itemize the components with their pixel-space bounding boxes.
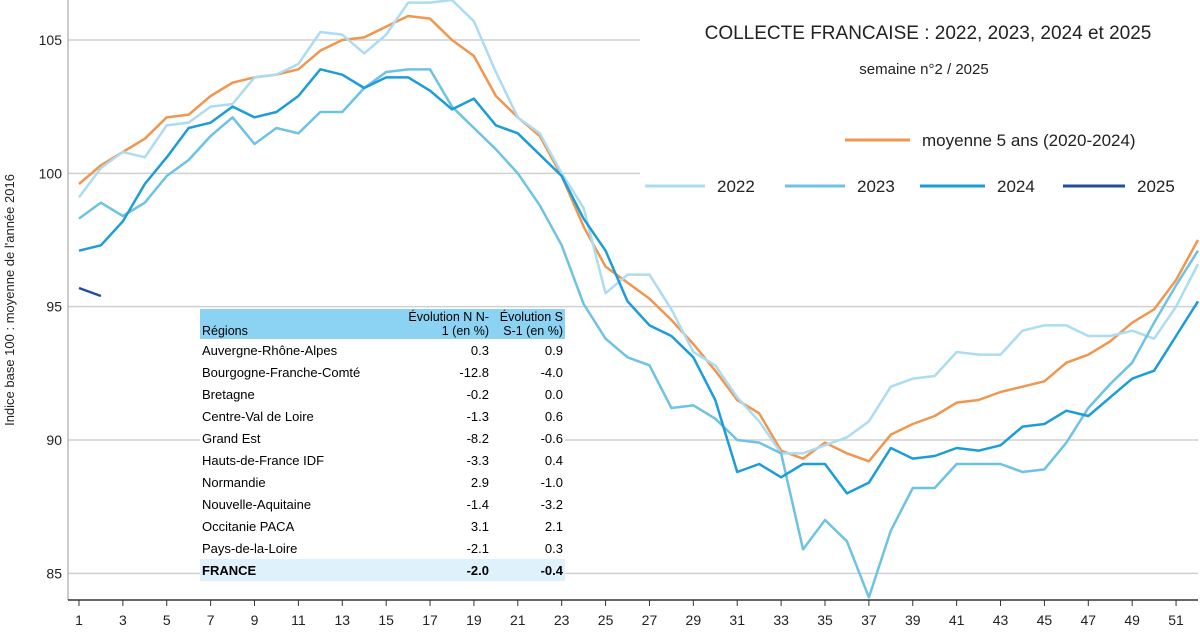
table-row: FRANCE -2.0 -0.4 xyxy=(200,559,565,581)
x-tick-label: 19 xyxy=(466,612,482,628)
x-tick-label: 15 xyxy=(378,612,394,628)
table-row: Nouvelle-Aquitaine -1.4 -3.2 xyxy=(200,493,565,515)
legend-background xyxy=(640,0,1200,205)
x-tick-label: 45 xyxy=(1037,612,1053,628)
table-cell: 0.3 xyxy=(544,540,563,556)
y-tick-label: 95 xyxy=(46,299,62,315)
table-cell: 0.0 xyxy=(544,386,563,402)
table-cell: 0.4 xyxy=(544,452,563,468)
table-cell: -3.2 xyxy=(540,496,563,512)
table-cell: 2.9 xyxy=(470,474,489,490)
y-axis-label: Indice base 100 : moyenne de l'année 201… xyxy=(2,174,17,426)
table-cell: Grand Est xyxy=(202,430,261,446)
table-cell: -0.2 xyxy=(466,386,489,402)
x-tick-label: 21 xyxy=(510,612,526,628)
y-tick-label: 85 xyxy=(46,565,62,581)
x-tick-label: 1 xyxy=(75,612,83,628)
table-cell: -0.6 xyxy=(540,430,563,446)
table-cell: -1.0 xyxy=(540,474,563,490)
chart-subtitle: semaine n°2 / 2025 xyxy=(859,61,988,78)
table-cell: -8.2 xyxy=(466,430,489,446)
legend-label: moyenne 5 ans (2020-2024) xyxy=(922,131,1136,150)
table-cell: -3.3 xyxy=(466,452,489,468)
table-cell: -1.4 xyxy=(466,496,489,512)
x-tick-label: 43 xyxy=(993,612,1009,628)
series-line xyxy=(78,286,102,298)
table-cell: Bretagne xyxy=(202,386,255,402)
table-cell: Normandie xyxy=(202,474,266,490)
legend-label: 2022 xyxy=(717,177,755,196)
table-cell: -0.4 xyxy=(491,559,565,581)
x-tick-label: 31 xyxy=(729,612,745,628)
table-cell: Nouvelle-Aquitaine xyxy=(202,496,312,512)
x-tick-label: 47 xyxy=(1081,612,1097,628)
table-row: Bretagne -0.2 0.0 xyxy=(200,383,565,405)
y-tick-label: 90 xyxy=(46,432,62,448)
legend-label: 2023 xyxy=(857,177,895,196)
table-cell: Centre-Val de Loire xyxy=(202,408,314,424)
x-tick-label: 27 xyxy=(642,612,658,628)
x-tick-label: 33 xyxy=(773,612,789,628)
x-tick-label: 49 xyxy=(1124,612,1140,628)
legend-label: 2025 xyxy=(1137,177,1175,196)
table-cell: Occitanie PACA xyxy=(202,518,295,534)
series-line xyxy=(78,68,1200,599)
table-row: Occitanie PACA 3.1 2.1 xyxy=(200,515,565,537)
x-tick-label: 23 xyxy=(554,612,570,628)
x-tick-label: 3 xyxy=(119,612,127,628)
x-tick-label: 25 xyxy=(598,612,614,628)
table-cell: 0.6 xyxy=(544,408,563,424)
x-tick-label: 41 xyxy=(949,612,965,628)
table-cell: 3.1 xyxy=(470,518,489,534)
x-tick-label: 17 xyxy=(422,612,438,628)
x-tick-label: 11 xyxy=(291,612,306,628)
table-cell: -12.8 xyxy=(459,364,489,380)
x-tick-label: 37 xyxy=(861,612,877,628)
series-line xyxy=(78,68,1200,495)
table-row: Centre-Val de Loire -1.3 0.6 xyxy=(200,405,565,427)
table-cell: -2.0 xyxy=(405,559,491,581)
x-tick-label: 35 xyxy=(817,612,833,628)
regions-table: Régions Évolution N N-1 (en %) Évolution S… xyxy=(200,309,565,581)
series-line xyxy=(77,0,1200,455)
table-header-cell: Évolution S S-1 (en %) xyxy=(491,309,565,339)
table-cell: 0.3 xyxy=(470,342,489,358)
table-cell: -2.1 xyxy=(466,540,489,556)
table-header-row: Régions Évolution N N-1 (en %) Évolution S… xyxy=(200,309,565,339)
table-cell: Bourgogne-Franche-Comté xyxy=(202,364,361,380)
table-cell: 0.9 xyxy=(544,342,563,358)
x-tick-label: 7 xyxy=(207,612,215,628)
table-cell: -1.3 xyxy=(466,408,489,424)
table-row: Auvergne-Rhône-Alpes 0.3 0.9 xyxy=(200,339,565,361)
table-row: Hauts-de-France IDF -3.3 0.4 xyxy=(200,449,565,471)
table-row: Normandie 2.9 -1.0 xyxy=(200,471,565,493)
table-cell: 2.1 xyxy=(544,518,563,534)
table-header-cell: Évolution N N-1 (en %) xyxy=(405,309,491,339)
table-cell: Hauts-de-France IDF xyxy=(202,452,325,468)
table-cell: Auvergne-Rhône-Alpes xyxy=(202,342,338,358)
table-row: Bourgogne-Franche-Comté -12.8 -4.0 xyxy=(200,361,565,383)
y-tick-label: 105 xyxy=(39,32,63,48)
legend-label: 2024 xyxy=(997,177,1035,196)
table-cell: Pays-de-la-Loire xyxy=(202,540,298,556)
x-tick-label: 5 xyxy=(163,612,171,628)
x-tick-label: 39 xyxy=(905,612,921,628)
table-row: Pays-de-la-Loire -2.1 0.3 xyxy=(200,537,565,559)
table-header-cell: Régions xyxy=(200,309,405,339)
x-tick-label: 13 xyxy=(334,612,350,628)
chart-title: COLLECTE FRANCAISE : 2022, 2023, 2024 et… xyxy=(705,23,1152,44)
table-cell: FRANCE xyxy=(200,559,405,581)
x-tick-label: 51 xyxy=(1168,612,1184,628)
y-tick-label: 100 xyxy=(39,165,63,181)
table-cell: -4.0 xyxy=(540,364,563,380)
x-tick-label: 9 xyxy=(251,612,259,628)
table-row: Grand Est -8.2 -0.6 xyxy=(200,427,565,449)
x-tick-label: 29 xyxy=(686,612,702,628)
